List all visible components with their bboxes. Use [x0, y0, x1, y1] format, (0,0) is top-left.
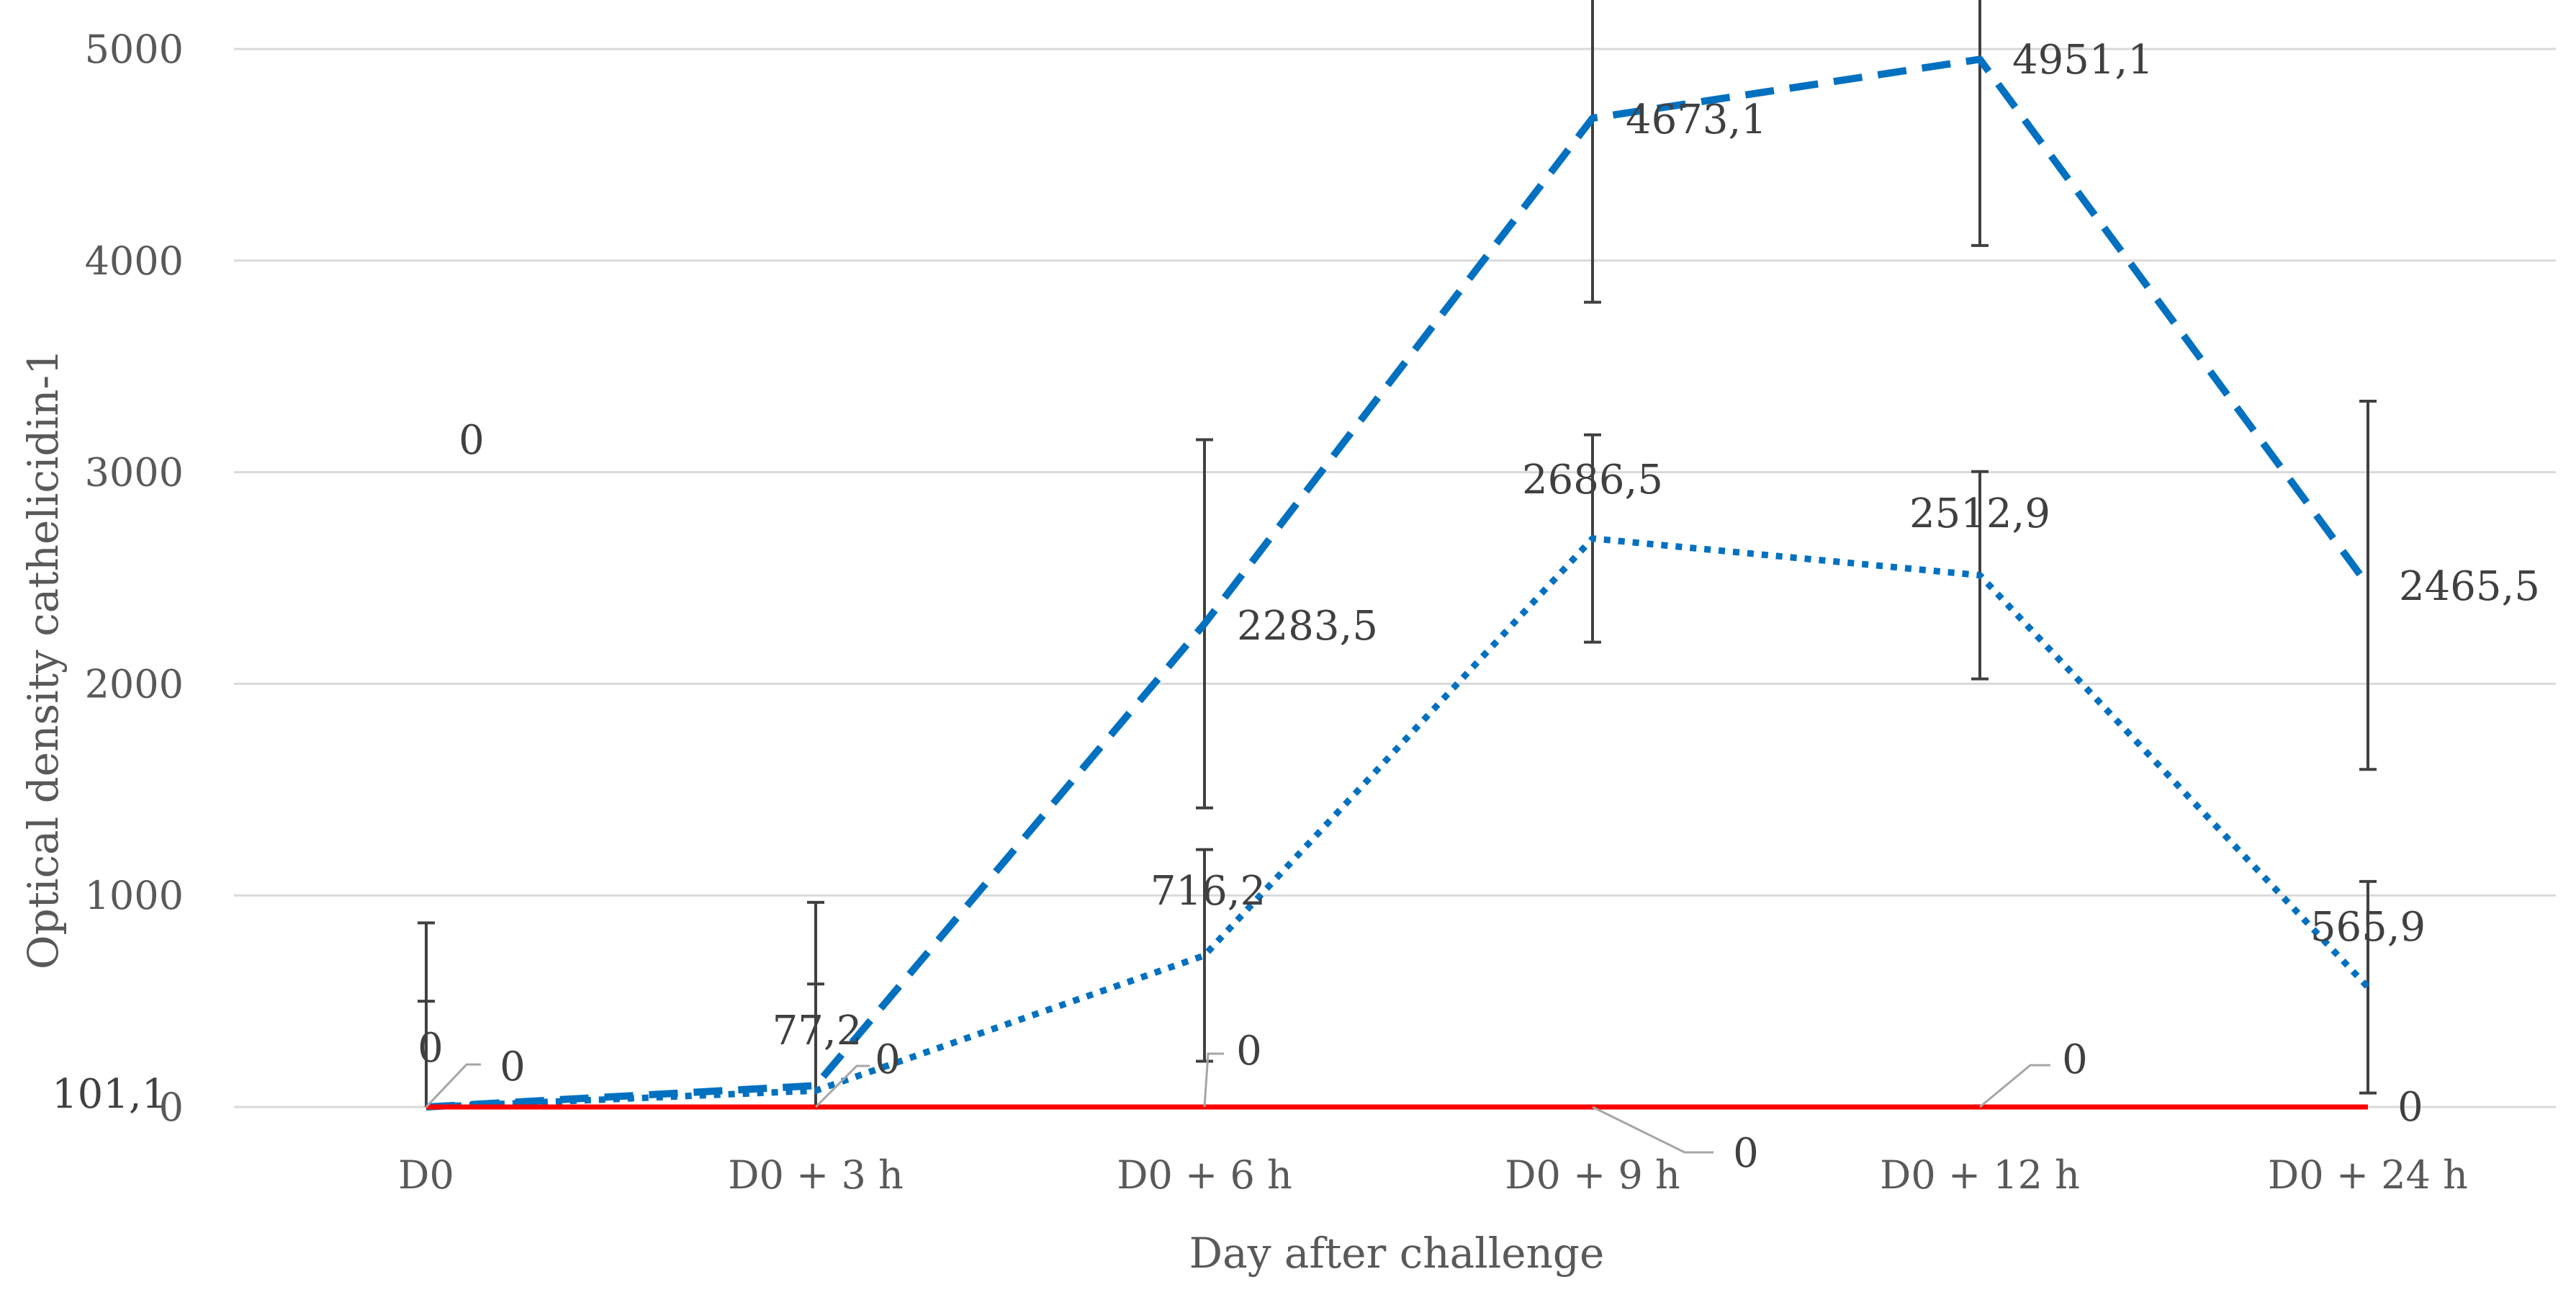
y-tick-label: 0	[159, 1085, 184, 1130]
data-label: 0	[875, 1036, 901, 1083]
data-label: 2686,5	[1522, 457, 1663, 503]
label-leader-line	[425, 1063, 481, 1108]
series-line-dotted	[425, 535, 2371, 1111]
data-label: 2283,5	[1237, 603, 1378, 650]
x-tick-label: D0 + 9 h	[1505, 1152, 1680, 1198]
series-lines	[425, 55, 2372, 1111]
data-label: 0	[1733, 1130, 1759, 1177]
y-tick-label: 4000	[85, 238, 184, 284]
x-axis-title: Day after challenge	[1189, 1229, 1605, 1278]
series-line-dashed	[425, 55, 2372, 1111]
x-tick-label: D0 + 24 h	[2268, 1152, 2468, 1198]
data-label: 77,2	[773, 1008, 863, 1054]
data-label: 2465,5	[2399, 563, 2540, 610]
x-axis-ticks: D0 D0 + 3 h D0 + 6 h D0 + 9 h D0 + 12 h D0 + …	[398, 1152, 2468, 1198]
data-label: 716,2	[1150, 868, 1266, 915]
x-tick-label: D0 + 3 h	[728, 1152, 904, 1198]
x-tick-label: D0 + 6 h	[1117, 1152, 1292, 1198]
data-label: 0	[2397, 1084, 2423, 1131]
data-label: 565,9	[2310, 904, 2426, 951]
y-tick-label: 3000	[85, 450, 184, 496]
data-label: 2512,9	[1909, 490, 2050, 537]
x-tick-label: D0 + 12 h	[1880, 1152, 2080, 1198]
y-axis-ticks: 0 1000 2000 3000 4000 5000	[85, 27, 184, 1130]
data-label: 0	[459, 417, 485, 464]
label-leaders	[425, 1052, 2050, 1154]
y-tick-label: 2000	[85, 661, 184, 707]
error-bars	[418, 0, 2377, 1107]
data-label: 4951,1	[2012, 37, 2153, 84]
data-label: 0	[500, 1044, 526, 1090]
label-leader-line	[814, 1064, 870, 1108]
label-leader-line	[1979, 1064, 2050, 1108]
y-tick-label: 1000	[85, 873, 184, 918]
data-label: 101,1	[52, 1071, 167, 1118]
grid-layer	[234, 48, 2556, 1108]
x-tick-label: D0	[398, 1152, 454, 1198]
data-label: 4673,1	[1626, 97, 1767, 143]
data-label: 0	[418, 1025, 443, 1072]
data-label: 0	[2062, 1036, 2088, 1083]
y-tick-label: 5000	[85, 27, 184, 72]
data-label: 0	[1236, 1028, 1262, 1075]
y-axis-title: Optical density cathelicidin-1	[19, 349, 68, 969]
label-leader-line	[1203, 1052, 1224, 1108]
label-leader-line	[1592, 1106, 1713, 1154]
